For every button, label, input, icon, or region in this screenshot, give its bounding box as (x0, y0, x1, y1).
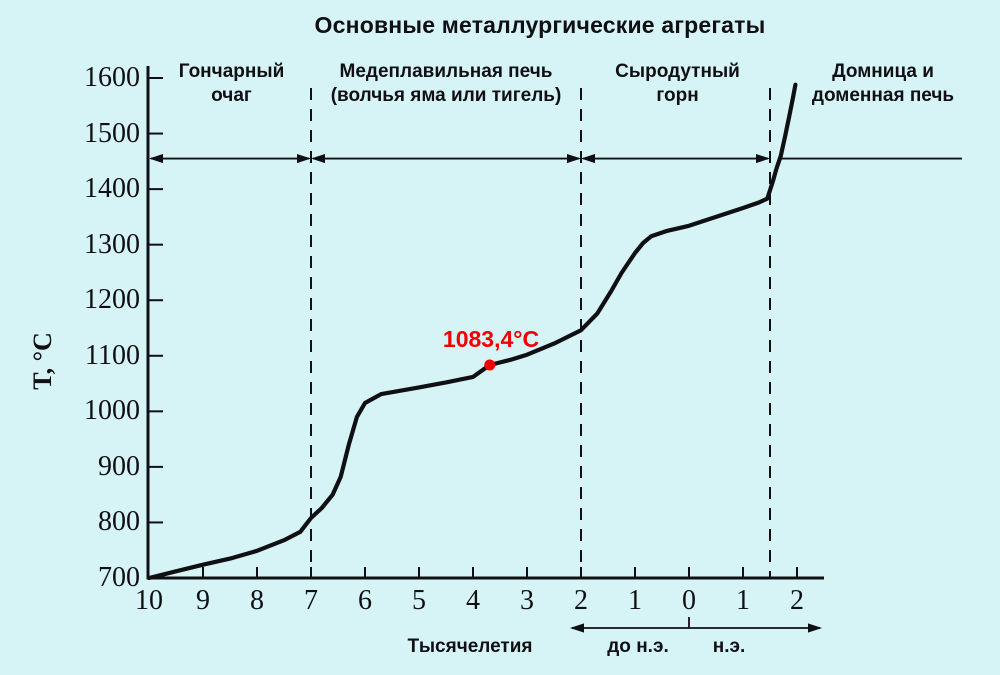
era-arrowhead-left (570, 623, 584, 633)
y-tick-label: 800 (98, 506, 140, 538)
x-tick-label: 8 (250, 585, 264, 616)
copper-melting-point-label: 1083,4°C (442, 326, 540, 352)
x-axis-title: Тысячелетия (407, 636, 533, 657)
y-tick-label: 1100 (85, 339, 140, 371)
region-span-arrowhead-right (567, 153, 581, 164)
x-tick-label: 5 (412, 585, 426, 616)
region-span-arrowhead-left (149, 153, 163, 164)
x-tick-label: 6 (358, 585, 372, 616)
region-label-bloomery-forge: Сыродутный горн (615, 61, 740, 106)
x-tick-label: 1 (628, 585, 642, 616)
y-tick-label: 1200 (84, 284, 140, 316)
temperature-curve (146, 82, 798, 581)
region-span-arrowhead-left (581, 153, 595, 164)
x-tick-label: 10 (135, 585, 163, 616)
x-tick-label: 9 (196, 585, 210, 616)
y-tick-label: 900 (98, 450, 140, 482)
region-span-arrowhead-left (311, 153, 325, 164)
y-tick-label: 1600 (84, 62, 140, 93)
region-label-pottery-hearth: Гончарный очаг (178, 61, 285, 106)
x-tick-label: 4 (466, 585, 480, 616)
era-label-bc: до н.э. (607, 636, 669, 657)
x-tick-label: 3 (520, 585, 534, 616)
x-tick-label: 2 (790, 585, 804, 616)
x-tick-label: 1 (736, 585, 750, 616)
region-label-copper-smelting-furnace: Медеплавильная печь (волчья яма или тиге… (330, 61, 562, 106)
region-label-blast-furnace: Домница и доменная печь (811, 61, 955, 106)
region-span-arrowhead-right (297, 153, 311, 164)
chart-title: Основные металлургические агрегаты (314, 12, 766, 38)
x-tick-label: 0 (682, 585, 696, 616)
y-tick-label: 1000 (84, 395, 140, 427)
y-tick-label: 1400 (84, 173, 140, 205)
region-span-arrowhead-right (756, 153, 770, 164)
era-arrowhead-right (808, 623, 822, 633)
y-axis-title: T, °C (28, 332, 57, 390)
copper-melting-point-marker (484, 359, 496, 371)
y-tick-label: 700 (98, 562, 140, 593)
x-tick-label: 7 (304, 585, 318, 616)
y-tick-label: 1300 (84, 228, 140, 260)
era-label-ad: н.э. (712, 636, 746, 657)
y-tick-label: 1500 (84, 117, 140, 149)
x-tick-label: 2 (574, 585, 588, 616)
